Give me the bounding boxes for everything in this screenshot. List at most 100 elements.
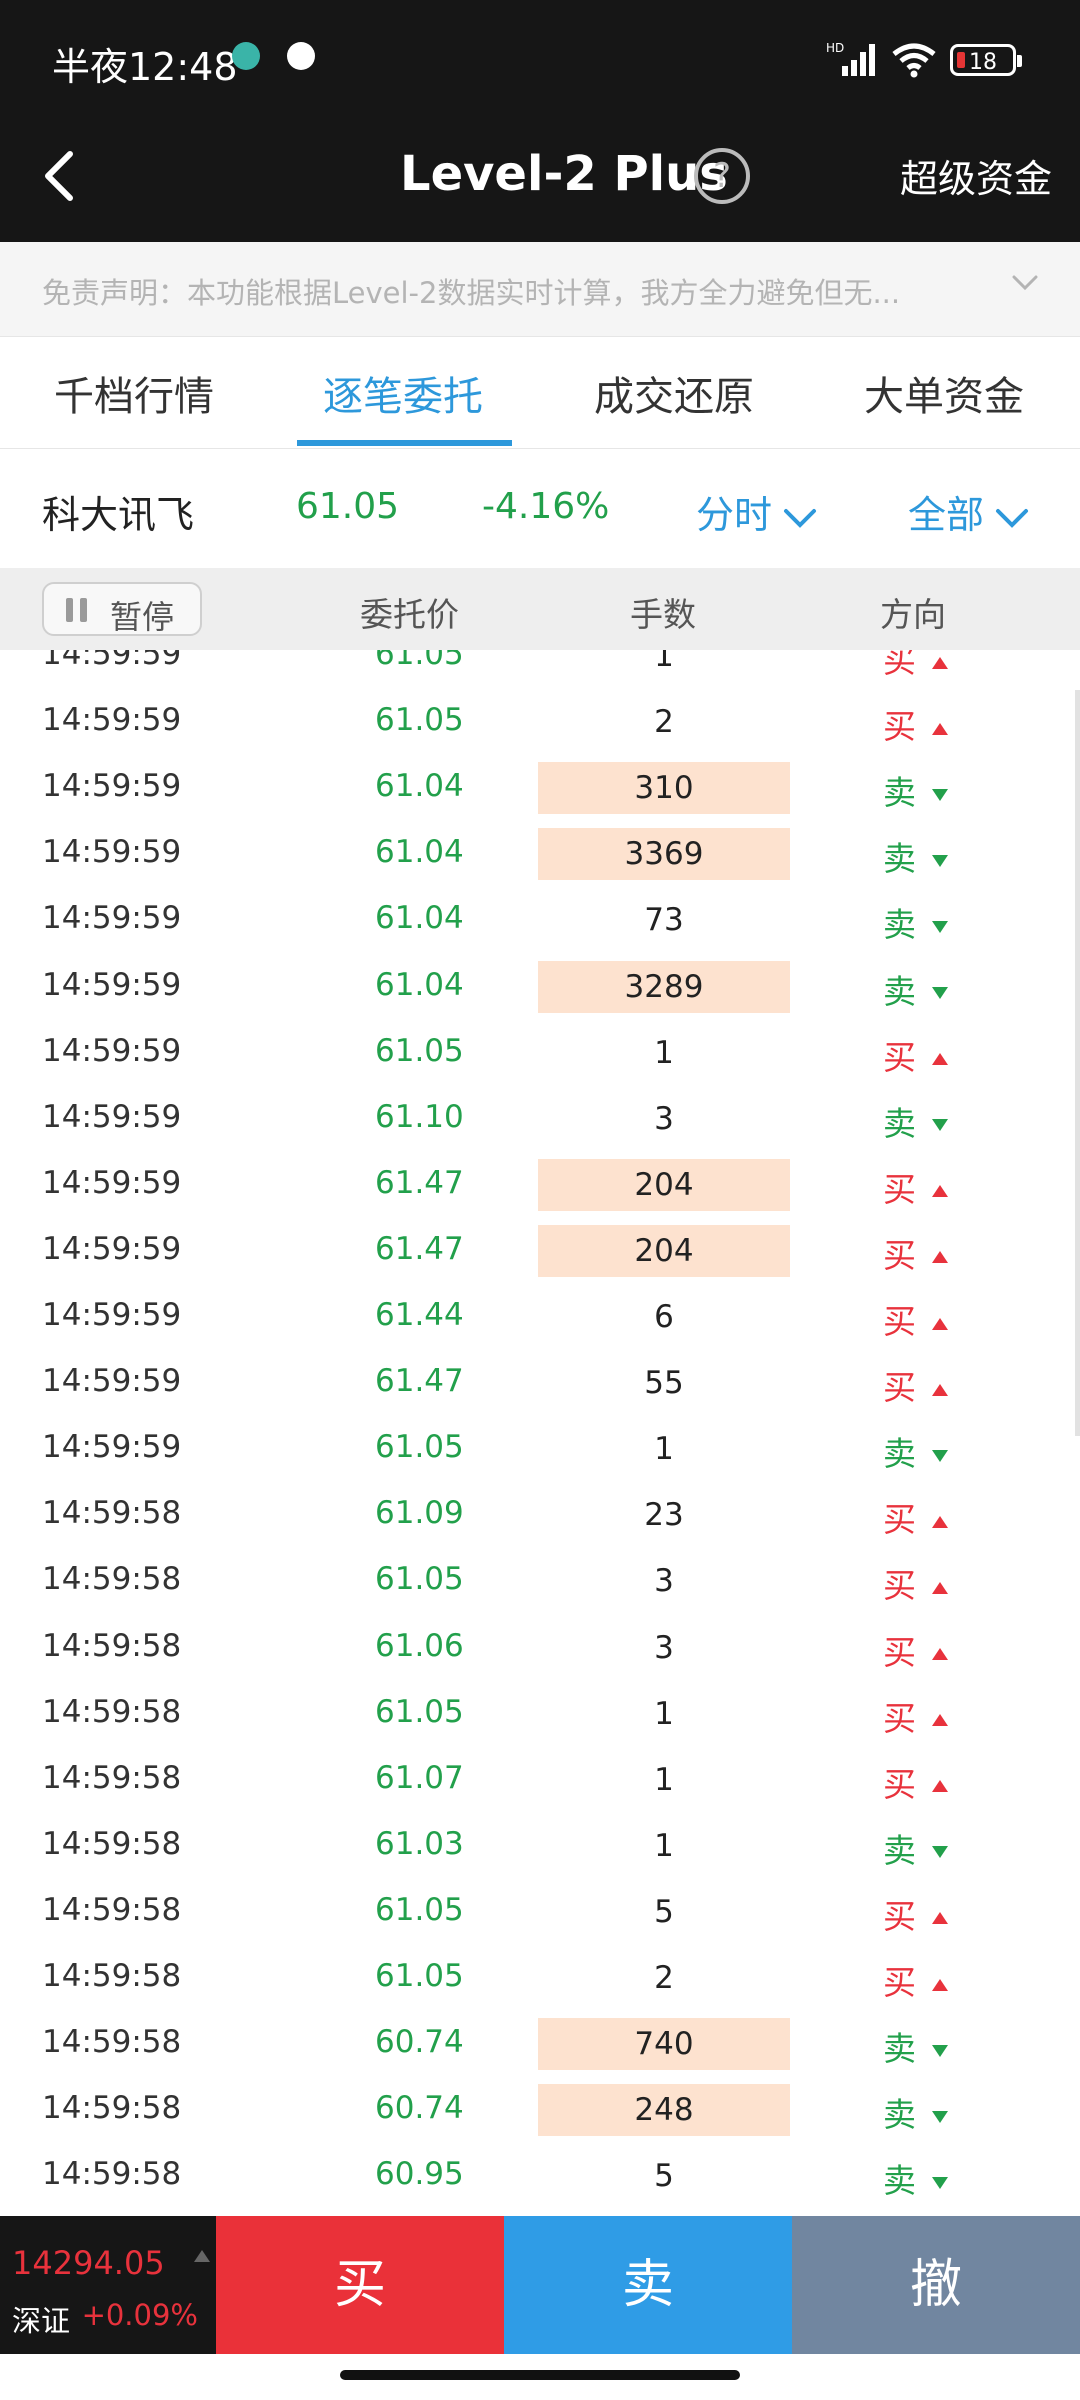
home-indicator-area (0, 2354, 1080, 2400)
row-time: 14:59:59 (42, 1098, 182, 1135)
table-row: 14:59:58 61.05 5 买 (0, 1878, 1080, 1944)
table-row: 14:59:59 61.47 204 买 (0, 1217, 1080, 1283)
triangle-up-icon (932, 1714, 948, 1727)
order-list[interactable]: 14:59:59 61.05 1 买 14:59:59 61.05 2 买 14:59:59 61… (0, 650, 1080, 2216)
row-direction-label: 卖 (883, 2161, 916, 2201)
row-qty: 6 (654, 1299, 674, 1335)
chevron-down-icon (784, 508, 817, 528)
row-direction-label: 买 (883, 1235, 916, 1275)
buy-button[interactable]: 买 (216, 2216, 504, 2354)
row-direction-label: 卖 (883, 971, 916, 1011)
row-direction-label: 买 (883, 650, 916, 680)
triangle-up-icon (932, 722, 948, 735)
row-qty: 3 (654, 1629, 674, 1666)
triangle-down-icon (932, 788, 948, 801)
row-time: 14:59:58 (42, 1561, 182, 1598)
pause-button[interactable]: 暂停 (42, 582, 202, 636)
index-ticker[interactable]: 14294.05 深证 +0.09% (0, 2216, 216, 2354)
row-direction: 买 (883, 1163, 948, 1211)
row-price: 61.10 (375, 1098, 464, 1135)
row-time: 14:59:59 (42, 1363, 182, 1400)
filter-select[interactable]: 全部 (908, 484, 1030, 539)
row-time: 14:59:58 (42, 2156, 182, 2193)
row-qty: 310 (538, 762, 790, 815)
row-direction-label: 买 (883, 1037, 916, 1077)
home-indicator[interactable] (340, 2370, 740, 2380)
signal-icon: HD (826, 41, 875, 76)
row-direction: 卖 (883, 832, 948, 880)
row-price: 61.03 (375, 1825, 464, 1862)
sell-button[interactable]: 卖 (504, 2216, 792, 2354)
row-direction: 买 (883, 1493, 948, 1541)
row-direction: 卖 (883, 1824, 948, 1872)
cancel-order-button[interactable]: 撤 (792, 2216, 1080, 2354)
row-direction: 买 (883, 650, 948, 682)
tab-order-book[interactable]: 千档行情 (54, 374, 214, 420)
tab-trade-replay[interactable]: 成交还原 (594, 374, 754, 420)
row-qty: 3 (654, 1100, 674, 1137)
row-price: 61.05 (375, 1561, 464, 1598)
tiktok-notification-icon (287, 42, 316, 70)
row-time: 14:59:59 (42, 834, 182, 871)
row-direction: 买 (883, 1559, 948, 1607)
row-time: 14:59:59 (42, 966, 182, 1003)
row-time: 14:59:58 (42, 1627, 182, 1664)
row-time: 14:59:59 (42, 900, 182, 937)
row-qty: 3 (654, 1563, 674, 1600)
disclaimer-bar[interactable]: 免责声明：本功能根据Level-2数据实时计算，我方全力避免但无... (0, 242, 1080, 337)
triangle-up-icon (932, 1053, 948, 1066)
status-bar: 半夜12:48 HD 18 (0, 0, 1080, 120)
row-qty: 2 (654, 704, 674, 741)
triangle-up-icon (932, 1185, 948, 1198)
triangle-up-icon (932, 656, 948, 669)
row-price: 61.05 (375, 1891, 464, 1928)
table-row: 14:59:59 61.05 2 买 (0, 688, 1080, 754)
row-direction-label: 卖 (883, 905, 916, 945)
table-row: 14:59:59 61.10 3 卖 (0, 1085, 1080, 1151)
triangle-up-icon (932, 1978, 948, 1991)
table-row: 14:59:58 61.03 1 卖 (0, 1812, 1080, 1878)
row-time: 14:59:59 (42, 650, 182, 672)
tab-tick-orders[interactable]: 逐笔委托 (323, 374, 483, 420)
triangle-up-icon (932, 1780, 948, 1793)
row-direction: 买 (883, 1956, 948, 2004)
table-row: 14:59:59 61.47 55 买 (0, 1349, 1080, 1415)
table-row: 14:59:59 61.05 1 买 (0, 1019, 1080, 1085)
row-price: 61.05 (375, 1693, 464, 1730)
row-qty: 1 (654, 1431, 674, 1468)
row-direction-label: 卖 (883, 1830, 916, 1870)
row-qty: 1 (654, 1827, 674, 1864)
row-price: 61.06 (375, 1627, 464, 1664)
back-arrow-icon[interactable] (32, 146, 92, 206)
table-row: 14:59:58 61.05 3 买 (0, 1547, 1080, 1613)
row-time: 14:59:58 (42, 1759, 182, 1796)
table-row: 14:59:58 60.95 5 卖 (0, 2142, 1080, 2208)
triangle-down-icon (932, 1846, 948, 1859)
index-name: 深证 (12, 2304, 71, 2338)
filter-select-label: 全部 (908, 493, 985, 537)
row-qty: 1 (654, 1695, 674, 1732)
help-icon[interactable]: ? (694, 148, 750, 204)
row-price: 60.74 (375, 2024, 464, 2061)
row-direction: 买 (883, 1758, 948, 1806)
row-direction-label: 买 (883, 1764, 916, 1804)
row-direction: 卖 (883, 2154, 948, 2202)
row-qty: 1 (654, 1761, 674, 1798)
table-row: 14:59:59 61.47 204 买 (0, 1151, 1080, 1217)
row-direction: 买 (883, 1295, 948, 1343)
period-select[interactable]: 分时 (696, 484, 818, 539)
network-label: HD (826, 41, 844, 55)
triangle-up-icon (932, 1581, 948, 1594)
row-direction-label: 卖 (883, 773, 916, 813)
row-qty: 204 (538, 1158, 790, 1211)
status-time: 半夜12:48 (52, 45, 238, 89)
chevron-down-icon[interactable] (1010, 268, 1040, 298)
table-row: 14:59:58 61.05 1 买 (0, 1680, 1080, 1746)
super-funds-link[interactable]: 超级资金 (899, 157, 1052, 201)
index-value: 14294.05 (12, 2244, 165, 2282)
scrollbar[interactable] (1075, 690, 1080, 1436)
row-direction: 买 (883, 1890, 948, 1938)
stock-change: -4.16% (482, 486, 610, 527)
table-row: 14:59:59 61.05 1 买 (0, 650, 1080, 688)
tab-big-order-funds[interactable]: 大单资金 (864, 374, 1024, 420)
